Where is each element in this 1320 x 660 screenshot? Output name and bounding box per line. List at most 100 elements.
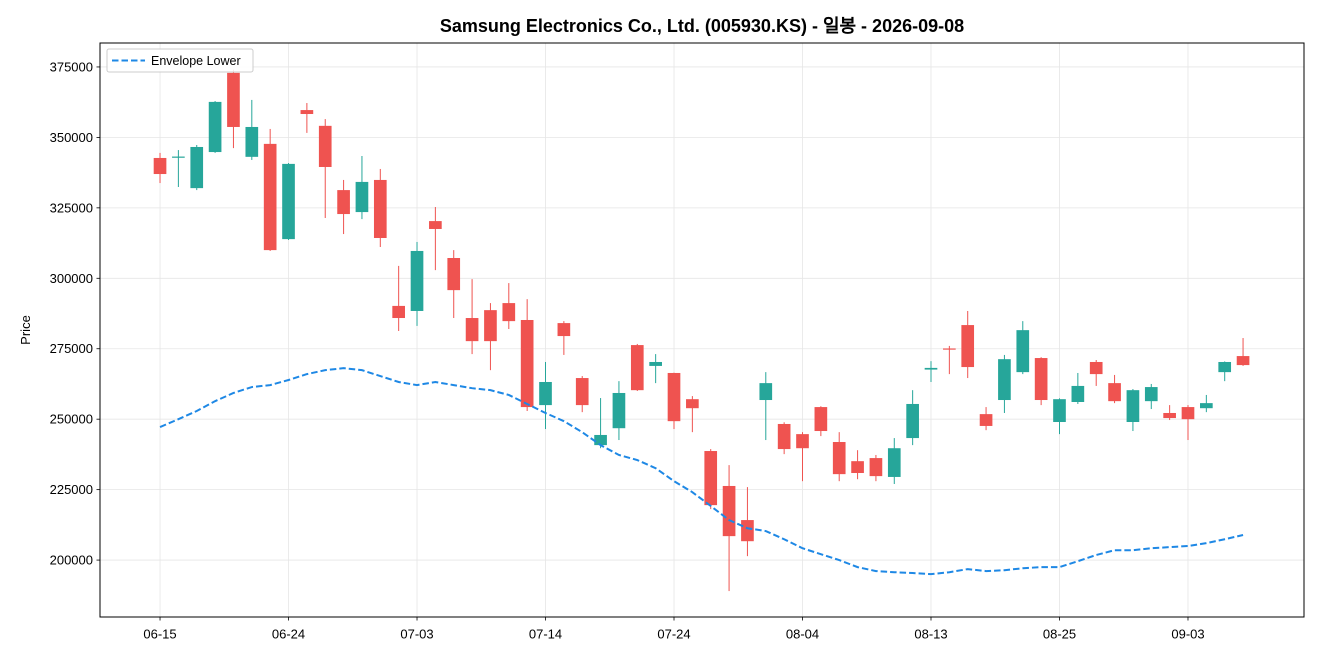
candle <box>300 103 314 133</box>
candle-body <box>777 423 791 450</box>
y-tick-label: 275000 <box>50 341 93 356</box>
candle <box>245 99 259 160</box>
candle-body <box>429 221 442 229</box>
candle <box>575 376 589 413</box>
grid <box>100 43 1304 617</box>
candle-body <box>337 190 350 215</box>
candle-body <box>282 163 295 240</box>
candle-body <box>355 181 369 213</box>
plot-marks <box>153 69 1250 592</box>
candle-body <box>998 359 1011 401</box>
candle <box>153 152 167 184</box>
candle <box>520 299 534 412</box>
x-tick-label: 06-24 <box>272 627 305 642</box>
candle <box>429 207 442 271</box>
x-tick-label: 08-25 <box>1043 627 1076 642</box>
candle <box>887 438 901 484</box>
candle-body <box>979 414 993 426</box>
y-tick-label: 200000 <box>50 553 93 568</box>
candle-body <box>502 303 516 322</box>
candle <box>392 265 405 331</box>
candle-body <box>1181 407 1195 420</box>
candle-body <box>557 323 571 337</box>
y-tick-label: 250000 <box>50 412 93 427</box>
candle-body <box>1071 385 1085 402</box>
candle <box>1163 405 1176 421</box>
candle <box>979 407 993 431</box>
candle <box>759 372 773 441</box>
candle-body <box>1236 356 1250 366</box>
plot-frame <box>99 42 1305 618</box>
candle <box>263 128 277 251</box>
y-tick-label: 325000 <box>50 200 93 215</box>
x-tick-label: 09-03 <box>1171 627 1204 642</box>
candle-body <box>245 126 259 157</box>
candle <box>282 163 295 240</box>
candle <box>1053 398 1066 435</box>
candle <box>373 168 387 248</box>
candle-body <box>796 434 809 449</box>
candle <box>539 361 552 430</box>
candle <box>667 372 681 430</box>
x-tick-label: 08-13 <box>914 627 947 642</box>
y-tick-label: 350000 <box>50 130 93 145</box>
candle-body <box>520 319 534 408</box>
candle-body <box>172 156 185 158</box>
candle <box>227 69 240 149</box>
candle-body <box>814 407 828 432</box>
candle <box>1071 372 1085 404</box>
legend: Envelope Lower <box>106 48 254 73</box>
candle-body <box>961 325 975 368</box>
envelope-lower-line <box>159 367 1244 576</box>
candle <box>208 101 222 153</box>
plot-background <box>100 43 1304 617</box>
candle-body <box>1034 358 1048 401</box>
candle <box>998 354 1011 413</box>
legend-box <box>106 48 254 73</box>
candle <box>557 321 571 355</box>
candle <box>961 310 975 379</box>
candle-body <box>759 383 773 401</box>
candle <box>1108 374 1121 404</box>
candle <box>410 241 424 326</box>
candle-body <box>1053 399 1066 423</box>
candle <box>1126 389 1140 432</box>
candle-body <box>851 461 864 474</box>
candle <box>1089 360 1103 386</box>
candle-body <box>906 403 919 439</box>
candle-body <box>1108 383 1121 402</box>
x-tick-label: 07-24 <box>657 627 690 642</box>
x-tick-label: 07-03 <box>400 627 433 642</box>
candle-body <box>943 348 956 350</box>
candle <box>814 406 828 437</box>
candle-body <box>575 378 589 406</box>
candle-body <box>300 110 314 115</box>
candle <box>1181 405 1195 441</box>
candle-body <box>373 179 387 238</box>
candle <box>906 390 919 446</box>
candle-body <box>722 485 736 537</box>
candle <box>1236 338 1250 366</box>
candle <box>190 145 204 191</box>
candle-body <box>1218 361 1232 373</box>
candle <box>447 250 461 319</box>
candle <box>502 283 516 330</box>
candle <box>686 396 699 433</box>
candle <box>1144 383 1158 410</box>
candle-body <box>190 146 204 189</box>
candle-body <box>208 101 222 153</box>
candle-body <box>924 367 938 370</box>
candle-body <box>1144 387 1158 402</box>
candle <box>594 398 607 449</box>
candle <box>924 361 938 382</box>
candle <box>1016 321 1030 375</box>
y-tick-label: 375000 <box>50 59 93 74</box>
x-tick-label: 07-14 <box>529 627 562 642</box>
candle-body <box>153 157 167 175</box>
candle-body <box>227 72 240 127</box>
y-tick-label: 225000 <box>50 482 93 497</box>
candle <box>869 454 883 482</box>
candle-body <box>612 392 626 429</box>
candle <box>612 381 626 441</box>
